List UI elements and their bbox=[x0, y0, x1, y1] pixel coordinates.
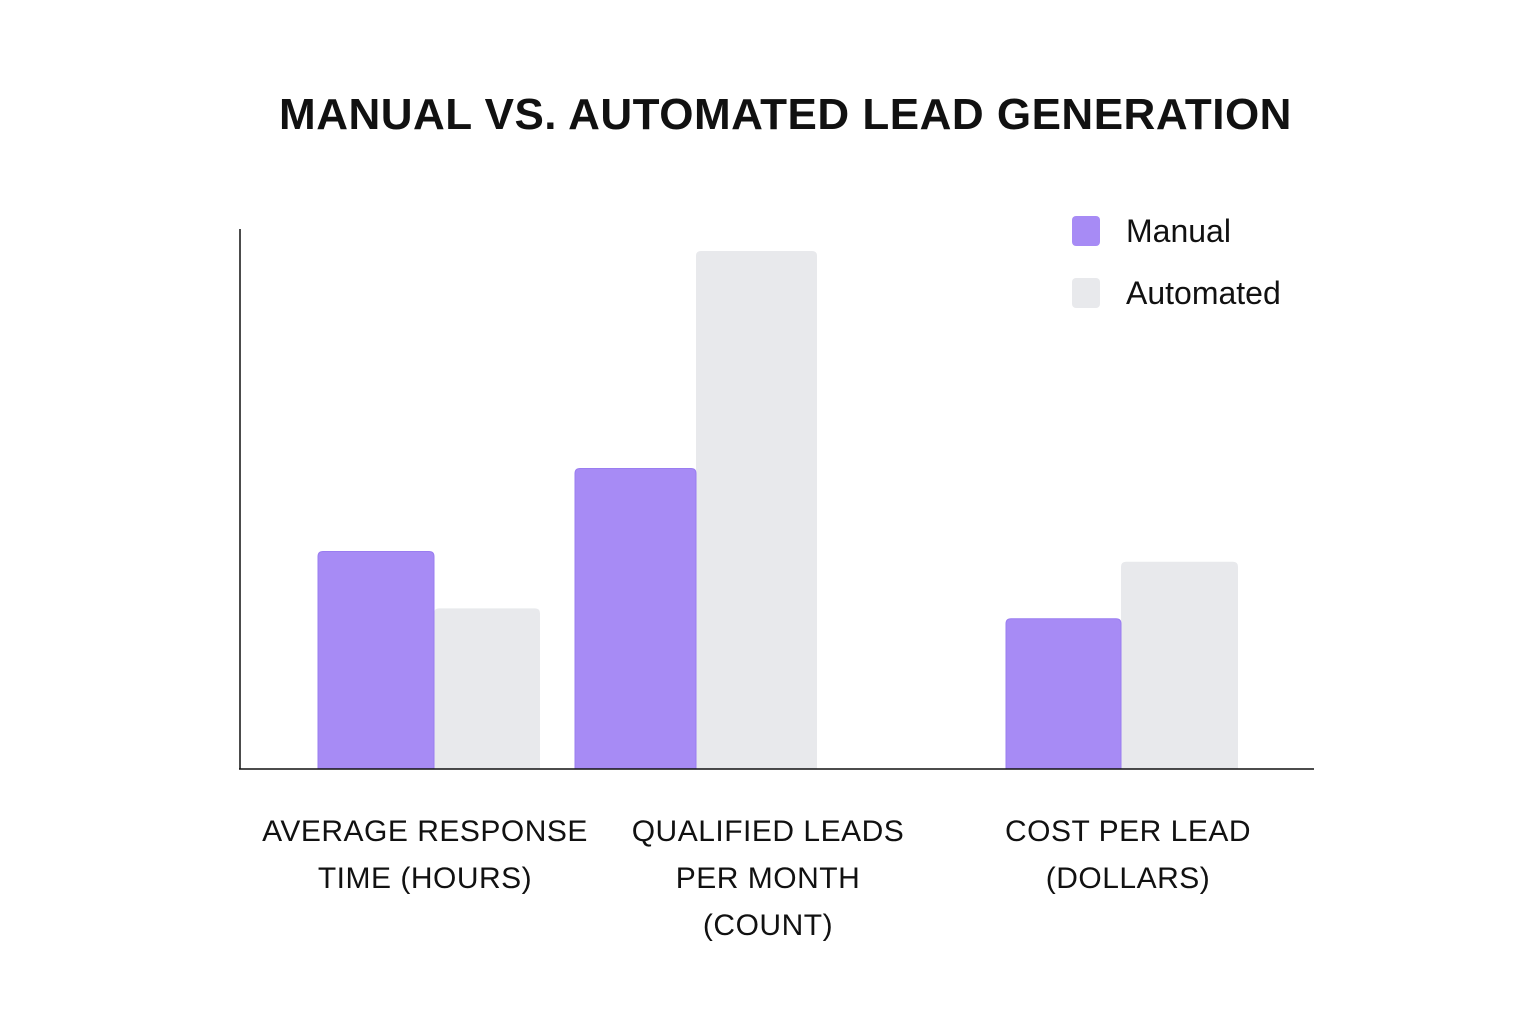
bar-automated-cost-per-lead bbox=[1121, 561, 1238, 769]
legend-swatch-manual bbox=[1072, 216, 1100, 246]
category-label-line: PER MONTH bbox=[675, 862, 861, 895]
legend-item-automated: Automated bbox=[1072, 262, 1281, 324]
category-label-line: (DOLLARS) bbox=[1045, 862, 1211, 895]
category-label-cost-per-lead: COST PER LEAD (DOLLARS) bbox=[948, 808, 1308, 902]
bar-manual-cost-per-lead bbox=[1005, 618, 1122, 770]
chart-legend: Manual Automated bbox=[1072, 200, 1281, 324]
category-label-line: (COUNT) bbox=[702, 909, 834, 942]
bar-manual-average-response-time bbox=[317, 550, 435, 770]
category-label-average-response-time: AVERAGE RESPONSE TIME (HOURS) bbox=[245, 808, 605, 902]
bar-automated-average-response-time bbox=[434, 608, 540, 769]
category-label-qualified-leads-per-month: QUALIFIED LEADS PER MONTH (COUNT) bbox=[588, 808, 948, 949]
category-label-line: COST PER LEAD bbox=[1004, 815, 1252, 848]
legend-swatch-automated bbox=[1072, 278, 1100, 308]
category-label-line: TIME (HOURS) bbox=[317, 862, 533, 895]
legend-label-manual: Manual bbox=[1126, 212, 1231, 249]
legend-label-automated: Automated bbox=[1126, 274, 1281, 311]
chart-title: MANUAL VS. AUTOMATED LEAD GENERATION bbox=[279, 90, 1292, 139]
legend-item-manual: Manual bbox=[1072, 200, 1281, 262]
category-label-line: QUALIFIED LEADS bbox=[631, 815, 905, 848]
bar-manual-qualified-leads-per-month bbox=[574, 468, 697, 770]
category-label-line: AVERAGE RESPONSE bbox=[262, 815, 588, 848]
bar-automated-qualified-leads-per-month bbox=[696, 251, 817, 769]
